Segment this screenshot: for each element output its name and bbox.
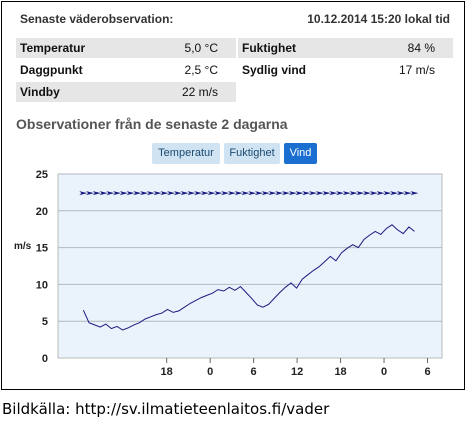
wind-direction-marker <box>200 191 209 196</box>
temperature-row: Temperatur 5,0 °C <box>16 38 236 58</box>
wind-direction-marker <box>194 191 203 196</box>
x-tick-label: 18 <box>161 366 173 378</box>
dewpoint-row: Daggpunkt 2,5 °C <box>16 60 236 80</box>
x-tick-label: 6 <box>251 366 257 378</box>
tab-humidity[interactable]: Fuktighet <box>224 143 280 164</box>
temperature-label: Temperatur <box>20 41 86 55</box>
y-tick-label: 5 <box>42 316 48 328</box>
wind-direction-marker <box>275 191 284 196</box>
section-title: Observationer från de senaste 2 dagarna <box>16 116 288 132</box>
wind-direction-marker <box>356 191 365 196</box>
wind-direction-marker <box>99 191 108 196</box>
humidity-row: Fuktighet 84 % <box>238 38 453 58</box>
x-tick-label: 0 <box>381 366 387 378</box>
wind-direction-marker <box>207 191 216 196</box>
wind-direction-marker <box>349 191 358 196</box>
y-tick-label: 15 <box>36 243 48 255</box>
wind-direction-marker <box>309 191 318 196</box>
wind-direction-marker <box>329 191 338 196</box>
wind-label: Sydlig vind <box>242 63 307 77</box>
wind-direction-marker <box>369 191 378 196</box>
wind-direction-marker <box>119 191 128 196</box>
wind-value: 17 m/s <box>398 63 435 77</box>
gust-row: Vindby 22 m/s <box>16 82 236 102</box>
wind-direction-marker <box>390 191 399 196</box>
y-tick-label: 10 <box>36 279 48 291</box>
wind-direction-marker <box>410 191 419 196</box>
y-tick-label: 25 <box>36 169 48 181</box>
wind-direction-marker <box>126 191 135 196</box>
wind-direction-marker <box>248 191 257 196</box>
wind-direction-marker <box>221 191 230 196</box>
y-tick-label: 20 <box>36 206 48 218</box>
y-axis-label: m/s <box>14 241 32 252</box>
tab-temperature[interactable]: Temperatur <box>152 143 220 164</box>
wind-direction-marker <box>187 191 196 196</box>
weather-widget: Senaste väderobservation: 10.12.2014 15:… <box>1 1 465 390</box>
plot-area <box>57 173 443 359</box>
x-tick-label: 12 <box>291 366 303 378</box>
wind-direction-marker <box>106 191 115 196</box>
wind-direction-marker <box>295 191 304 196</box>
wind-direction-marker <box>315 191 324 196</box>
wind-direction-marker <box>92 191 101 196</box>
y-tick-label: 0 <box>42 353 48 365</box>
header-title: Senaste väderobservation: <box>20 12 174 26</box>
wind-direction-marker <box>160 191 169 196</box>
wind-direction-marker <box>113 191 122 196</box>
wind-direction-marker <box>261 191 270 196</box>
wind-direction-marker <box>79 191 88 196</box>
dewpoint-label: Daggpunkt <box>20 63 83 77</box>
wind-direction-marker <box>268 191 277 196</box>
wind-direction-marker <box>140 191 149 196</box>
dewpoint-value: 2,5 °C <box>184 63 218 77</box>
wind-direction-marker <box>288 191 297 196</box>
header-timestamp: 10.12.2014 15:20 lokal tid <box>307 12 450 26</box>
wind-direction-marker <box>234 191 243 196</box>
humidity-label: Fuktighet <box>242 41 296 55</box>
x-tick-label: 18 <box>334 366 346 378</box>
wind-direction-marker <box>153 191 162 196</box>
gust-label: Vindby <box>20 85 60 99</box>
image-credit: Bildkälla: http://sv.ilmatieteenlaitos.f… <box>2 400 330 418</box>
gust-value: 22 m/s <box>181 85 218 99</box>
wind-row: Sydlig vind 17 m/s <box>238 60 453 80</box>
wind-direction-marker <box>363 191 372 196</box>
wind-direction-marker <box>282 191 291 196</box>
wind-direction-marker <box>376 191 385 196</box>
tab-wind[interactable]: Vind <box>284 143 317 164</box>
wind-speed-line <box>82 224 415 331</box>
wind-direction-marker <box>255 191 264 196</box>
wind-direction-marker <box>342 191 351 196</box>
wind-direction-marker <box>167 191 176 196</box>
wind-direction-marker <box>322 191 331 196</box>
wind-direction-marker <box>228 191 237 196</box>
temperature-value: 5,0 °C <box>184 41 218 55</box>
wind-direction-marker <box>241 191 250 196</box>
humidity-value: 84 % <box>407 41 435 55</box>
wind-direction-marker <box>396 191 405 196</box>
wind-direction-marker <box>302 191 311 196</box>
wind-direction-marker <box>86 191 95 196</box>
x-tick-label: 0 <box>207 366 213 378</box>
wind-direction-marker <box>383 191 392 196</box>
x-tick-label: 6 <box>424 366 430 378</box>
wind-direction-marker <box>173 191 182 196</box>
wind-direction-marker <box>336 191 345 196</box>
wind-direction-marker <box>146 191 155 196</box>
wind-direction-marker <box>403 191 412 196</box>
wind-direction-marker <box>180 191 189 196</box>
wind-direction-marker <box>133 191 142 196</box>
wind-direction-marker <box>214 191 223 196</box>
